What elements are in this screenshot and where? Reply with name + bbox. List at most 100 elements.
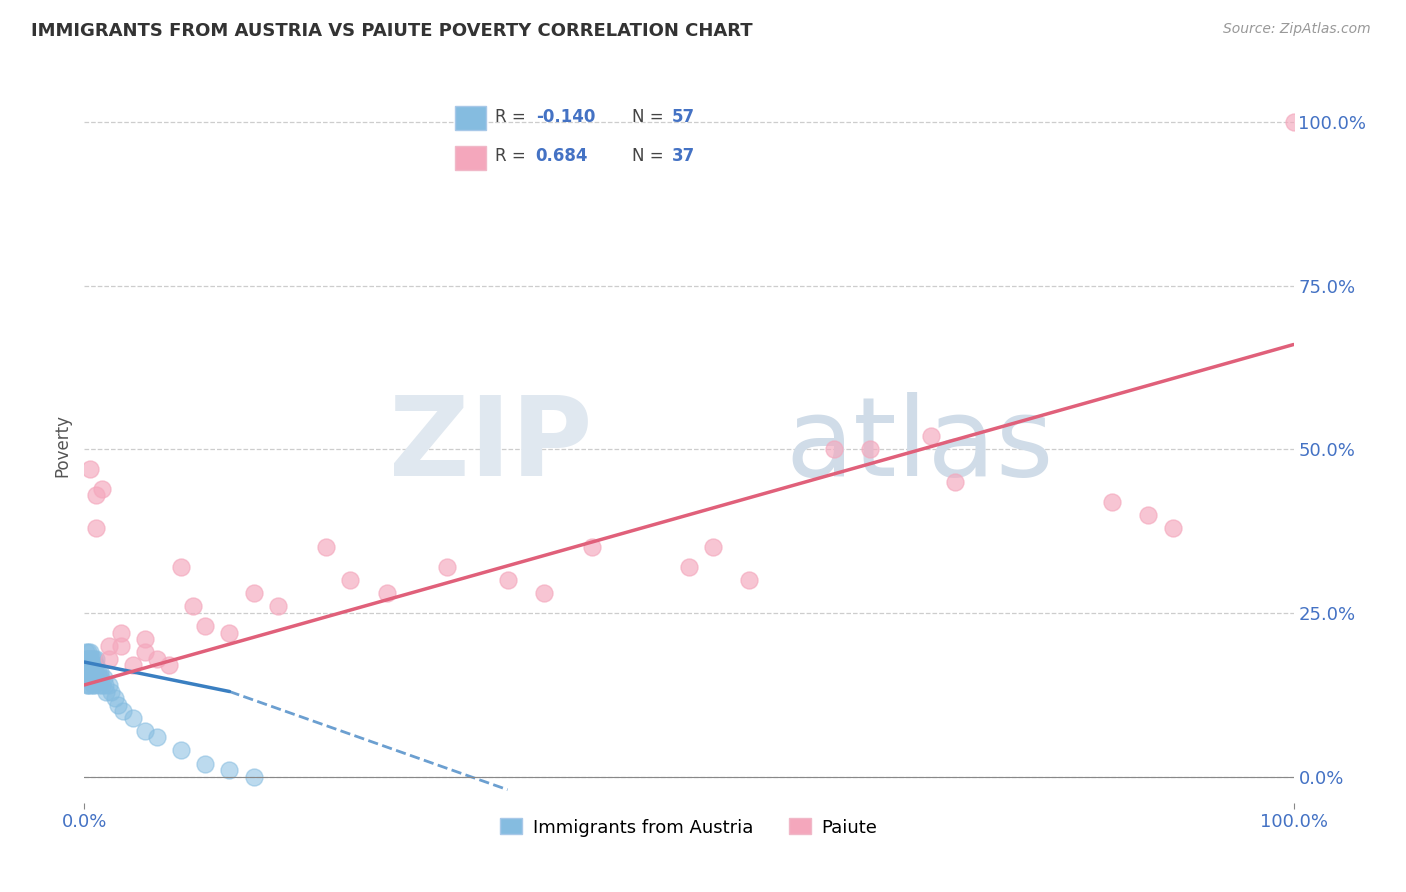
Point [86,488,108,502]
Text: 57: 57 [672,109,695,127]
Point [77,672,100,686]
Text: 0.684: 0.684 [536,147,588,165]
Point [194,756,217,771]
Point [112,704,135,718]
Point [267,599,290,614]
Point [77,652,100,666]
Point [823,442,845,457]
Point [77,658,100,673]
Point [79,645,101,659]
Point [82,658,104,673]
Text: IMMIGRANTS FROM AUSTRIA VS PAIUTE POVERTY CORRELATION CHART: IMMIGRANTS FROM AUSTRIA VS PAIUTE POVERT… [31,22,752,40]
Point [75,672,97,686]
Point [86,521,108,535]
Point [157,658,180,673]
Point [170,743,193,757]
Point [97,639,120,653]
Point [170,560,193,574]
Point [1101,494,1123,508]
Point [1282,115,1305,129]
Point [77,678,100,692]
Point [1137,508,1160,522]
Point [702,541,724,555]
Point [134,723,156,738]
Point [84,672,107,686]
FancyBboxPatch shape [456,146,486,169]
Point [242,770,264,784]
Point [1161,521,1184,535]
Point [91,678,114,692]
Point [76,658,98,673]
Point [77,645,100,659]
Point [678,560,700,574]
Point [97,652,120,666]
Point [496,573,519,587]
Point [121,711,143,725]
Text: N =: N = [631,147,668,165]
Point [339,573,361,587]
Point [79,665,101,679]
Point [80,658,103,673]
Point [80,652,103,666]
Text: -0.140: -0.140 [536,109,595,127]
Point [920,429,942,443]
Point [100,684,122,698]
Point [86,665,108,679]
Point [110,625,132,640]
Point [581,541,603,555]
Point [859,442,882,457]
Point [242,586,264,600]
Point [94,678,117,692]
Text: ZIP: ZIP [389,392,592,500]
Point [73,672,96,686]
Point [97,678,120,692]
Point [375,586,398,600]
Point [83,652,105,666]
Text: R =: R = [495,109,531,127]
Point [94,684,117,698]
Text: atlas: atlas [786,392,1054,500]
Point [89,665,111,679]
Text: N =: N = [631,109,668,127]
Point [79,678,101,692]
Text: Source: ZipAtlas.com: Source: ZipAtlas.com [1223,22,1371,37]
Point [76,678,98,692]
Point [86,658,108,673]
Point [738,573,761,587]
Y-axis label: Poverty: Poverty [53,415,72,477]
Point [134,632,156,647]
Point [75,658,97,673]
Point [73,665,96,679]
Point [79,652,101,666]
Legend: Immigrants from Austria, Paiute: Immigrants from Austria, Paiute [494,811,884,844]
Point [73,658,96,673]
Point [181,599,204,614]
Point [76,665,98,679]
Point [75,652,97,666]
Point [76,652,98,666]
Point [91,482,114,496]
Point [110,639,132,653]
Point [82,678,104,692]
Point [86,652,108,666]
Point [83,665,105,679]
Text: R =: R = [495,147,537,165]
Point [146,652,169,666]
Point [533,586,555,600]
Point [75,645,97,659]
Point [77,658,100,673]
Point [87,672,110,686]
Point [87,678,110,692]
Point [315,541,337,555]
Point [90,672,112,686]
Point [218,763,240,777]
Point [83,678,105,692]
Point [82,665,104,679]
Point [943,475,966,489]
Point [107,698,129,712]
FancyBboxPatch shape [456,106,486,130]
Point [146,731,169,745]
Text: 37: 37 [672,147,695,165]
Point [436,560,458,574]
Point [104,691,127,706]
